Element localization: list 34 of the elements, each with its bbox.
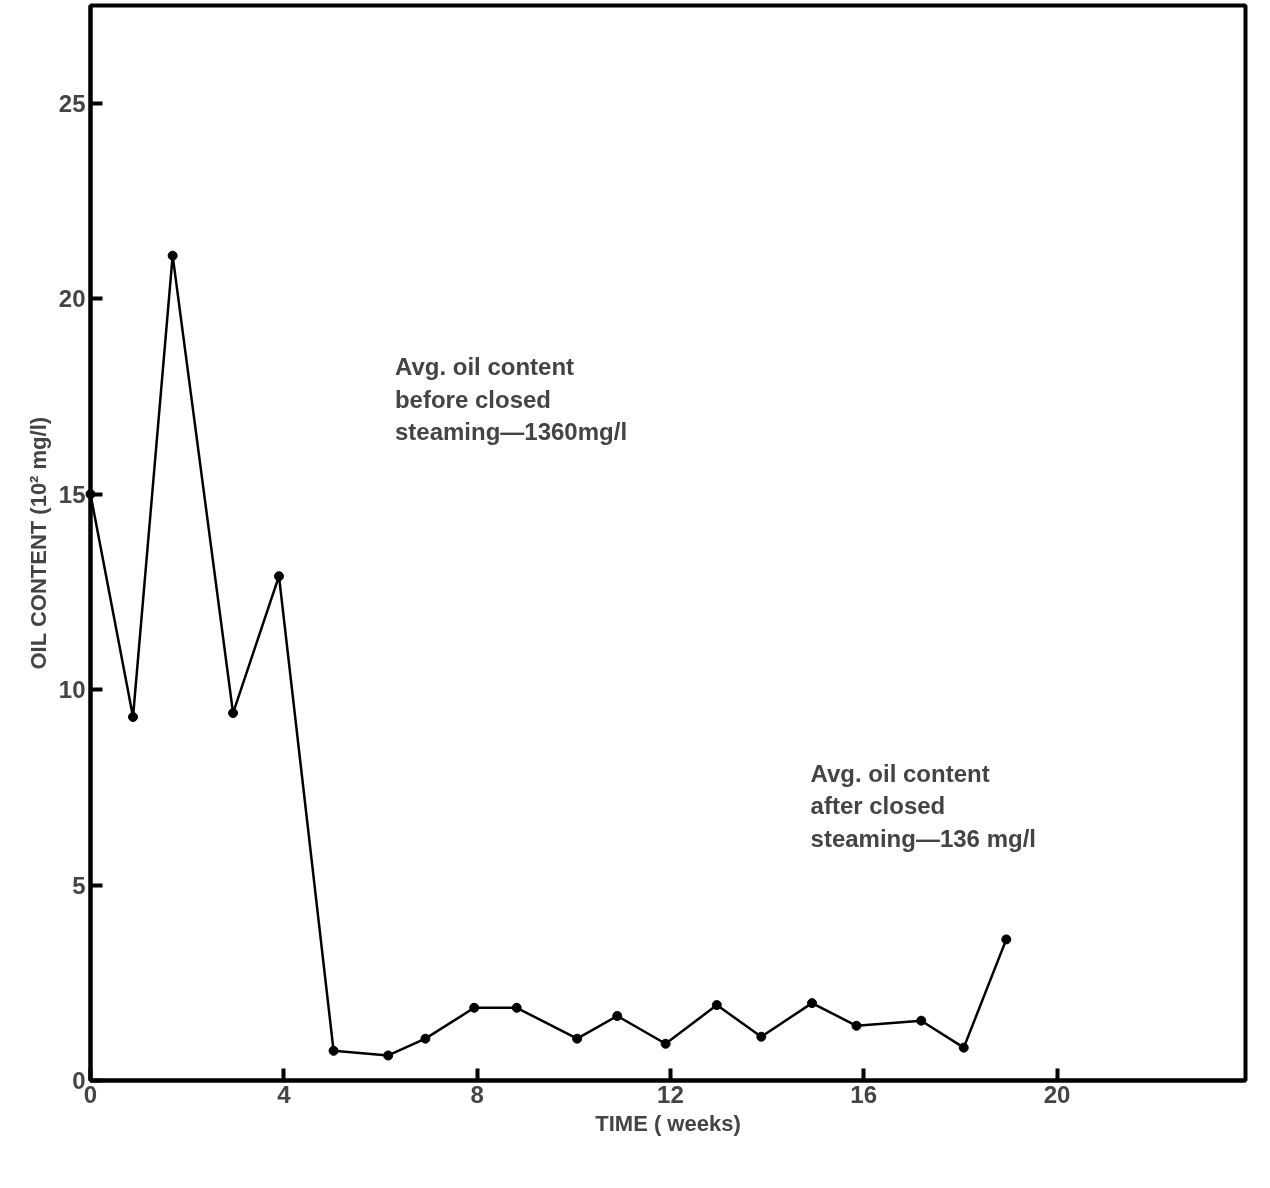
point <box>756 1031 767 1042</box>
annotation: Avg. oil content before closed steaming—1360mg/l <box>394 353 628 446</box>
y-tick-label: 25 <box>58 89 86 117</box>
point <box>851 1020 862 1031</box>
point <box>328 1045 339 1056</box>
point <box>916 1015 927 1026</box>
annotation: Avg. oil content after closed steaming—136 mg/l <box>810 759 1036 852</box>
point <box>511 1002 522 1013</box>
x-tick-label: 8 <box>470 1080 484 1108</box>
point <box>958 1042 969 1053</box>
point <box>167 250 178 261</box>
point <box>420 1033 431 1044</box>
point <box>660 1038 671 1049</box>
point <box>383 1050 394 1061</box>
point <box>572 1033 583 1044</box>
point <box>228 708 239 719</box>
point <box>273 571 284 582</box>
point <box>1001 934 1012 945</box>
point <box>612 1011 623 1021</box>
y-tick-label: 10 <box>58 676 86 704</box>
point <box>85 489 96 500</box>
y-tick-label: 15 <box>58 480 86 508</box>
y-tick-label: 20 <box>58 285 86 313</box>
point <box>128 711 139 722</box>
x-axis-title: TIME ( weeks) <box>595 1110 741 1136</box>
point <box>711 1000 722 1011</box>
x-tick-label: 12 <box>657 1080 684 1108</box>
x-tick-label: 16 <box>850 1080 878 1108</box>
point <box>807 998 818 1009</box>
x-tick-label: 4 <box>277 1080 292 1108</box>
y-tick-label: 5 <box>72 871 86 899</box>
y-axis-title: OIL CONTENT (10² mg/l) <box>25 416 51 670</box>
x-tick-label: 20 <box>1043 1080 1071 1108</box>
point <box>469 1002 480 1013</box>
